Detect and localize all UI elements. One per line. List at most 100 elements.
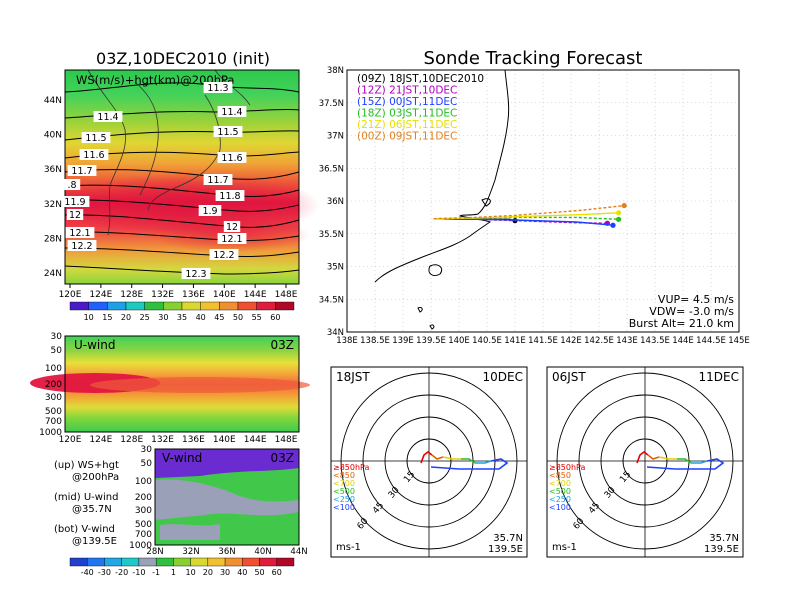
colorbar-swatch	[275, 301, 295, 311]
burst-label: Burst Alt= 21.0 km	[629, 317, 734, 330]
contour-label: 11.5	[217, 127, 238, 138]
sonde-legend-entry-3: (18Z) 03JST,11DEC	[357, 108, 457, 120]
hodo-trace-seg	[420, 451, 433, 464]
wind-colorbar-swatch	[242, 557, 260, 567]
colorbar-swatch	[200, 301, 220, 311]
sonde-y-tick-label: 35N	[327, 263, 344, 273]
sonde-y-tick-label: 35.5N	[319, 230, 344, 240]
map-contour-labels: 11.3 11.4 11.4 11.5 11.5 11.6 11.6 11.7 11.7 .8 11…	[60, 82, 247, 280]
colorbar-label: 35	[177, 313, 187, 322]
sonde-x-ticks: 138E 138.5E 139E 139.5E 140E 140.5E 141E 141.5E…	[336, 336, 750, 346]
sonde-title: Sonde Tracking Forecast	[424, 48, 643, 69]
colorbar-swatch	[237, 301, 257, 311]
u-y-tick-label: 300	[45, 393, 62, 403]
wind-colorbar-label: 60	[272, 568, 282, 577]
wind-colorbar-swatch	[259, 557, 277, 567]
contour-label: 11.8	[219, 191, 240, 202]
colorbar-swatch	[219, 301, 239, 311]
u-wind-x-ticks: 120E 124E 128E 132E 136E 140E 144E 148E	[59, 435, 298, 445]
contour-label: 11.4	[221, 107, 242, 118]
contour-label: 11.9	[64, 197, 85, 208]
note-up-2: @200hPa	[72, 472, 119, 483]
sonde-y-tick-label: 36N	[327, 197, 344, 207]
sonde-x-tick-label: 140.5E	[472, 336, 502, 346]
contour-label-bg	[65, 227, 95, 238]
contour-label-bg	[217, 152, 247, 163]
wind-colorbar-swatch	[224, 557, 243, 567]
wind-colorbar-label: -40	[81, 568, 94, 577]
u-x-tick-label: 132E	[151, 435, 174, 445]
contour-label-bg	[67, 240, 97, 251]
colorbar-swatch	[69, 301, 89, 311]
note-bot-2: @139.5E	[72, 536, 117, 547]
hodo1-lat: 35.7N	[493, 533, 523, 544]
sonde-legend-entry-4: (21Z) 06JST,11DEC	[357, 119, 457, 131]
sonde-x-tick-label: 139E	[392, 336, 414, 346]
hodo-level-label: <500	[333, 487, 355, 496]
wind-colorbar-swatch	[155, 557, 174, 567]
v-wind-panel	[154, 448, 300, 546]
u-y-tick-label: 500	[45, 407, 62, 417]
hodo-trace-seg	[461, 458, 476, 464]
contour-label: 12.2	[71, 241, 92, 252]
map-x-ticks: 120E 124E 128E 132E 136E 140E 144E 148E	[59, 284, 298, 300]
sonde-legend-entry-5: (00Z) 09JST,11DEC	[357, 131, 457, 143]
sonde-legend-entry-2: (15Z) 00JST,11DEC	[357, 96, 457, 108]
colorbar-label: 50	[233, 313, 243, 322]
sonde-legend-entry-1: (12Z) 21JST,10DEC	[357, 85, 457, 97]
map-x-tick-label: 136E	[182, 290, 205, 300]
wind-colorbar-label: 50	[254, 568, 264, 577]
wind-colorbar-swatch	[121, 557, 140, 567]
wind-colorbar-label: 10	[186, 568, 196, 577]
sonde-y-tick-label: 34.5N	[319, 295, 344, 305]
hodo-trace-seg	[430, 458, 509, 470]
contour-label: 1.9	[202, 206, 217, 217]
contour-label-bg	[63, 179, 81, 190]
hodo-trace-seg	[442, 456, 461, 460]
contour-label: 12.3	[185, 269, 206, 280]
map-x-tick-label: 148E	[275, 290, 298, 300]
sonde-endpoint-5	[621, 202, 627, 209]
colorbar-label: 10	[84, 313, 94, 322]
ws-colorbar: 10 15 20 25 30 35 40 45 50 55 60	[69, 301, 295, 322]
wind-colorbar-label: -1	[152, 568, 160, 577]
u-x-tick-label: 124E	[89, 435, 112, 445]
map-y-tick-label: 32N	[44, 200, 62, 210]
hodo-trace-seg	[431, 454, 444, 460]
hodo2-lon: 139.5E	[704, 544, 739, 555]
contour-label-bg	[81, 132, 111, 143]
colorbar-swatch	[181, 301, 201, 311]
sonde-x-tick-label: 144E	[672, 336, 694, 346]
sonde-endpoint-3	[616, 216, 622, 222]
sonde-annotations: VUP= 4.5 m/s VDW= -3.0 m/s Burst Alt= 21…	[629, 293, 735, 330]
hodo1-date: 10DEC	[483, 370, 523, 384]
wind-colorbar-label: 20	[203, 568, 213, 577]
sonde-endpoint-2	[610, 222, 616, 228]
sonde-x-tick-label: 142.5E	[584, 336, 614, 346]
wind-colorbar-label: 30	[220, 568, 230, 577]
wind-colorbar: -40 -30 -20 -10 -1 1 10 20 30 40 50 60	[69, 557, 295, 577]
contour-label-bg	[217, 233, 247, 244]
sonde-legend-entry-0: (09Z) 18JST,10DEC2010	[357, 73, 484, 85]
sonde-y-tick-label: 34N	[327, 328, 344, 338]
wind-colorbar-label: -10	[132, 568, 145, 577]
u-wind-time: 03Z	[271, 338, 295, 352]
v-y-tick-label: 300	[135, 506, 152, 516]
hodo-trace-seg	[647, 454, 660, 460]
vup-label: VUP= 4.5 m/s	[658, 293, 734, 306]
v-y-tick-label: 500	[135, 520, 152, 530]
contour-label: 11.5	[85, 133, 106, 144]
contour-label-bg	[203, 82, 233, 93]
contour-label: 11.7	[207, 175, 228, 186]
wind-colorbar-swatch	[173, 557, 191, 567]
note-mid-2: @35.7N	[72, 504, 112, 515]
contour-label-bg	[213, 126, 243, 137]
contour-label: 11.6	[221, 153, 242, 164]
sonde-y-ticks: 34N 34.5N 35N 35.5N 36N 36.5N 37N 37.5N 38N	[319, 66, 344, 338]
u-y-tick-label: 50	[51, 346, 63, 356]
map-x-tick-label: 140E	[213, 290, 236, 300]
map-y-tick-label: 44N	[44, 96, 62, 106]
contour-label: 11.3	[207, 83, 228, 94]
hodo-level-label: <100	[333, 503, 355, 512]
